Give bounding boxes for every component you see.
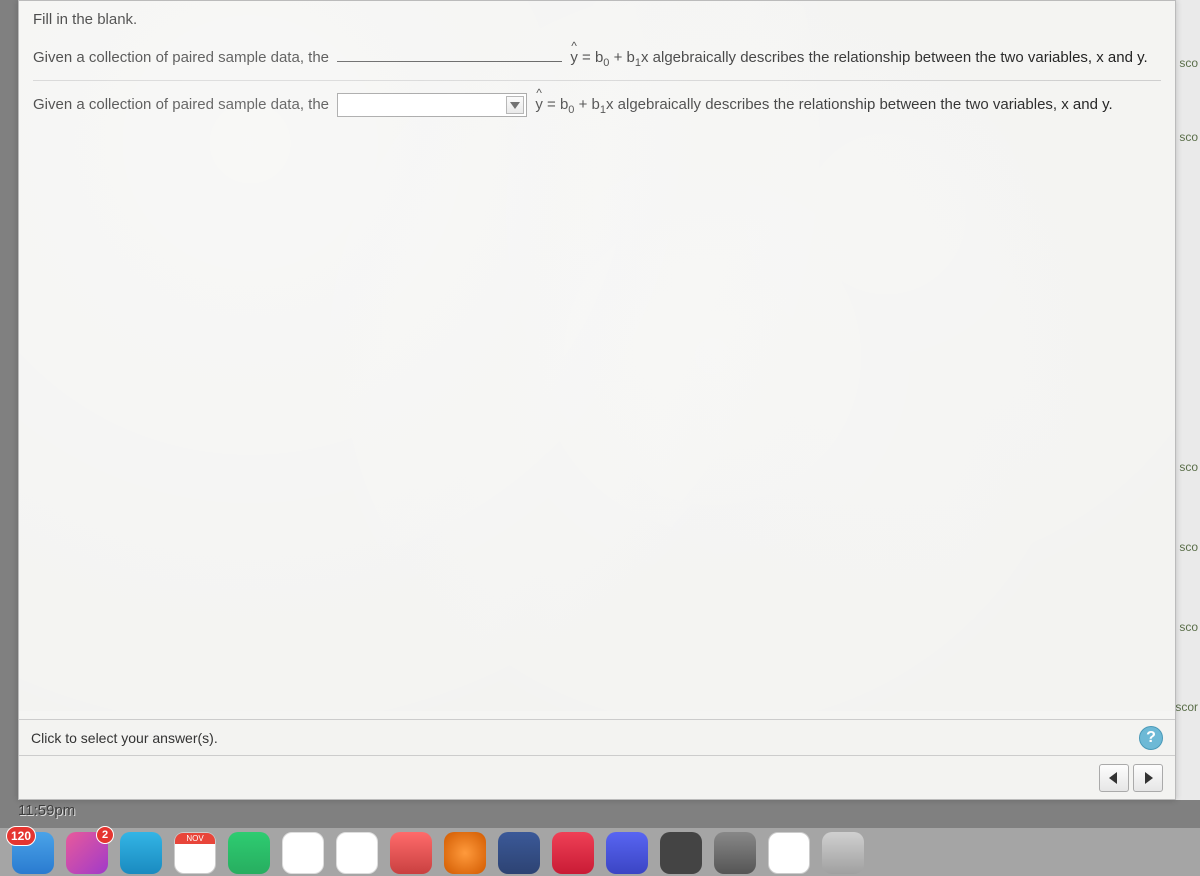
app-icon[interactable]: [660, 832, 702, 874]
instruction-text: Fill in the blank.: [33, 11, 1161, 28]
score-text: sco: [1179, 460, 1198, 474]
right-sidebar-strip: sco sco sco sco sco scor: [1176, 0, 1200, 800]
line1-pre: Given a collection of paired sample data…: [33, 49, 333, 66]
discord-icon[interactable]: [606, 832, 648, 874]
footer-bar: Click to select your answer(s). ?: [19, 719, 1175, 755]
messages-icon[interactable]: [120, 832, 162, 874]
reminders-icon[interactable]: [336, 832, 378, 874]
line2-pre: Given a collection of paired sample data…: [33, 96, 333, 113]
question-content: Fill in the blank. Given a collection of…: [19, 1, 1175, 711]
question-window: Fill in the blank. Given a collection of…: [18, 0, 1176, 800]
y-hat: ^y: [535, 91, 543, 118]
question-line-2: Given a collection of paired sample data…: [33, 91, 1161, 121]
music-icon[interactable]: [390, 832, 432, 874]
app-icon[interactable]: [552, 832, 594, 874]
notes-icon[interactable]: [282, 832, 324, 874]
question-line-1: Given a collection of paired sample data…: [33, 44, 1161, 74]
prev-button[interactable]: [1099, 764, 1129, 792]
facetime-icon[interactable]: [228, 832, 270, 874]
y-hat: ^y: [570, 44, 578, 71]
separator: [33, 80, 1161, 81]
score-text: sco: [1179, 130, 1198, 144]
chrome-icon[interactable]: [444, 832, 486, 874]
nav-bar: [19, 755, 1175, 799]
line1-post: algebraically describes the relationship…: [653, 49, 1148, 66]
footer-prompt: Click to select your answer(s).: [31, 730, 218, 746]
score-text: sco: [1179, 56, 1198, 70]
macos-dock: 120 2 NOV: [0, 828, 1200, 876]
next-button[interactable]: [1133, 764, 1163, 792]
due-time: 11:59pm: [18, 802, 75, 819]
score-text: sco: [1179, 540, 1198, 554]
mail-badge: 120: [6, 826, 36, 846]
chevron-down-icon[interactable]: [506, 96, 524, 114]
mail-icon[interactable]: 120: [12, 832, 54, 874]
answer-dropdown[interactable]: [337, 93, 527, 117]
calendar-icon[interactable]: NOV: [174, 832, 216, 874]
blank-underline: [337, 47, 562, 62]
app-icon[interactable]: [498, 832, 540, 874]
help-button[interactable]: ?: [1139, 726, 1163, 750]
settings-icon[interactable]: [714, 832, 756, 874]
calendar-month: NOV: [175, 833, 215, 844]
line2-post: algebraically describes the relationship…: [618, 96, 1113, 113]
finder-icon[interactable]: [768, 832, 810, 874]
score-text: scor: [1175, 700, 1198, 714]
photos-badge: 2: [96, 826, 114, 844]
trash-icon[interactable]: [822, 832, 864, 874]
score-text: sco: [1179, 620, 1198, 634]
photos-icon[interactable]: 2: [66, 832, 108, 874]
